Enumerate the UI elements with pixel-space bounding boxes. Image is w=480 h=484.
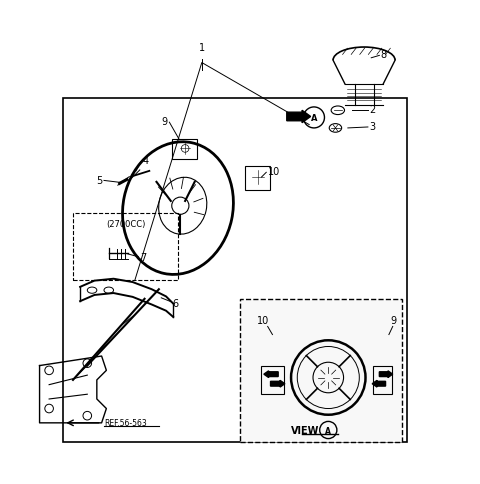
Text: 5: 5 bbox=[96, 176, 103, 186]
Text: 3: 3 bbox=[369, 122, 375, 132]
Ellipse shape bbox=[329, 124, 342, 133]
Text: 1: 1 bbox=[199, 43, 205, 52]
FancyArrow shape bbox=[372, 380, 385, 387]
FancyArrow shape bbox=[271, 380, 285, 387]
FancyArrow shape bbox=[379, 371, 393, 378]
Bar bbox=[372, 366, 392, 394]
Bar bbox=[172, 139, 197, 160]
Text: (2700CC): (2700CC) bbox=[106, 219, 145, 228]
Text: 6: 6 bbox=[172, 298, 179, 308]
Text: 2: 2 bbox=[369, 105, 375, 115]
Bar bbox=[63, 99, 407, 442]
Bar bbox=[245, 166, 270, 191]
FancyArrow shape bbox=[264, 371, 278, 378]
Text: A: A bbox=[325, 425, 331, 435]
Bar bbox=[73, 213, 178, 280]
Text: 10: 10 bbox=[268, 166, 280, 177]
FancyArrow shape bbox=[287, 111, 311, 123]
Text: 4: 4 bbox=[142, 156, 148, 166]
Text: A: A bbox=[311, 114, 317, 122]
Bar bbox=[261, 366, 284, 394]
Text: 10: 10 bbox=[257, 316, 269, 325]
Text: 9: 9 bbox=[391, 316, 397, 325]
Bar bbox=[240, 299, 402, 442]
Text: 9: 9 bbox=[161, 117, 168, 127]
Ellipse shape bbox=[331, 107, 345, 115]
Text: VIEW: VIEW bbox=[291, 425, 320, 435]
Text: 7: 7 bbox=[140, 252, 146, 262]
Text: REF.56-563: REF.56-563 bbox=[104, 419, 147, 427]
Text: 8: 8 bbox=[381, 50, 387, 60]
